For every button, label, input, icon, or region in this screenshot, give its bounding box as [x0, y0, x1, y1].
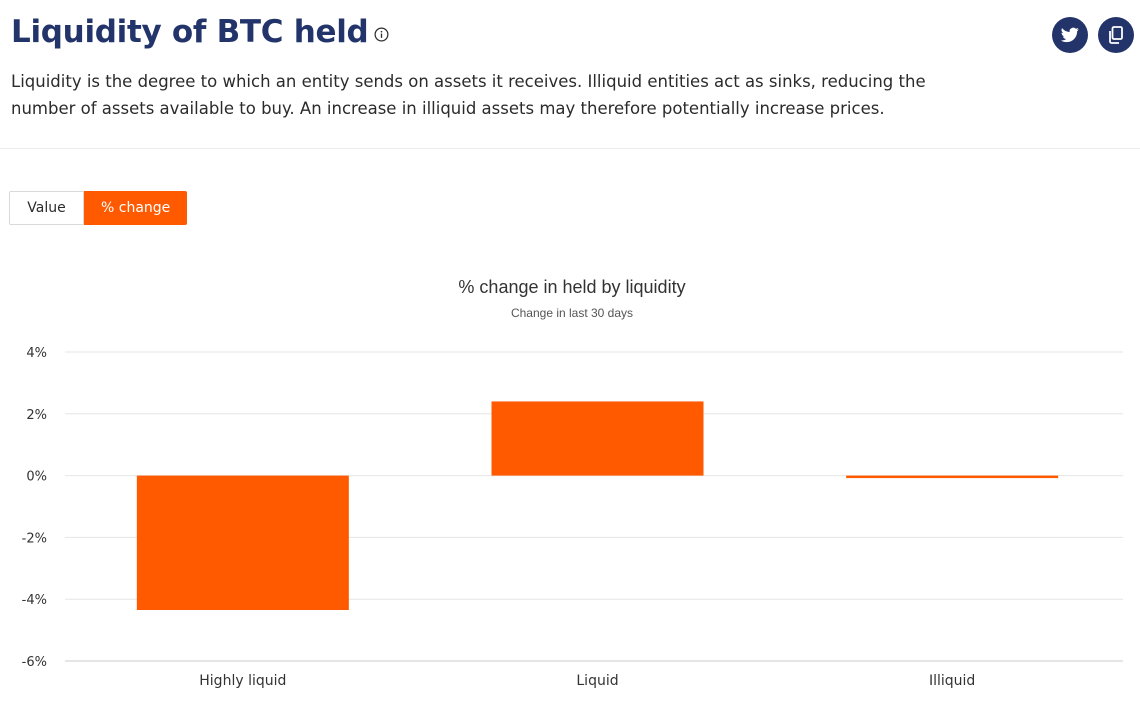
header-divider: [0, 148, 1140, 149]
bar-highly-liquid[interactable]: [136, 475, 349, 611]
y-tick-label: -6%: [22, 655, 47, 670]
copy-document-icon: [1109, 26, 1123, 44]
chart-title: % change in held by liquidity: [458, 277, 685, 297]
chart-subtitle: Change in last 30 days: [511, 306, 633, 320]
bar-liquid[interactable]: [491, 401, 704, 476]
page-description: Liquidity is the degree to which an enti…: [11, 72, 926, 118]
x-category-label: Highly liquid: [199, 673, 286, 689]
y-tick-label: -2%: [22, 531, 47, 546]
title-row: Liquidity of BTC held: [11, 14, 389, 50]
header: Liquidity of BTC held Liquidity is the d…: [0, 0, 1140, 150]
bars: [136, 401, 1059, 611]
info-circle-icon[interactable]: [374, 27, 389, 42]
view-toggle: Value % change: [9, 191, 188, 225]
bar-illiquid[interactable]: [846, 475, 1059, 479]
y-tick-label: 4%: [26, 346, 47, 361]
twitter-bird-icon: [1061, 27, 1079, 43]
percent-change-toggle-button[interactable]: % change: [84, 191, 188, 225]
bar-chart: % change in held by liquidity Change in …: [22, 277, 1123, 689]
x-category-label: Illiquid: [929, 673, 975, 689]
copy-link-button[interactable]: [1098, 17, 1134, 53]
y-axis-ticks: 4% 2% 0% -2% -4% -6%: [22, 346, 47, 670]
y-tick-label: 2%: [26, 408, 47, 423]
x-axis-categories: Highly liquid Liquid Illiquid: [199, 673, 975, 689]
y-tick-label: -4%: [22, 593, 47, 608]
page-title: Liquidity of BTC held: [11, 14, 369, 50]
x-category-label: Liquid: [576, 673, 618, 689]
y-tick-label: 0%: [26, 470, 47, 485]
twitter-share-button[interactable]: [1052, 17, 1088, 53]
value-toggle-button[interactable]: Value: [9, 191, 84, 225]
